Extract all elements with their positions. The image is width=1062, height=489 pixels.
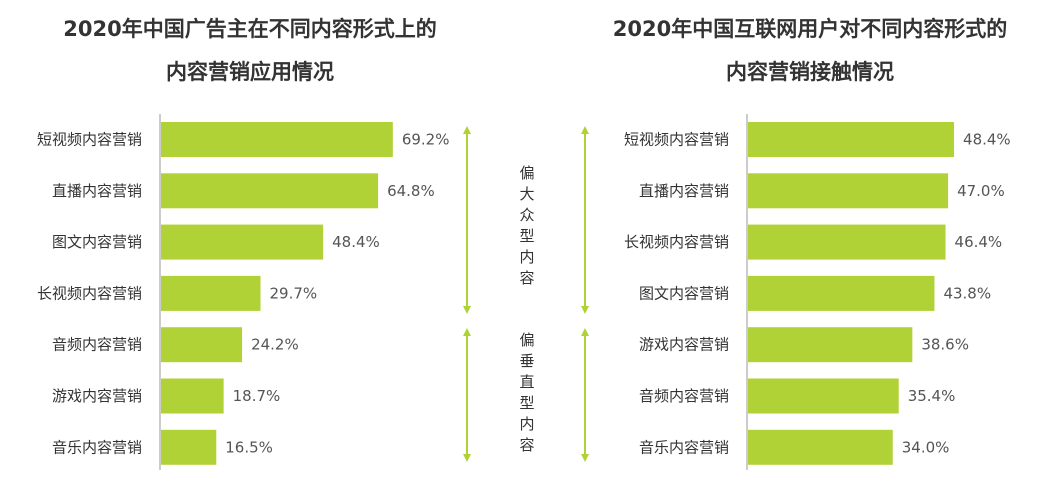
right-bar: [748, 224, 946, 260]
right-category-label: 游戏内容营销: [639, 336, 729, 354]
left-bar: [161, 122, 393, 157]
left-bar: [161, 429, 217, 465]
right-value-label: 46.4%: [955, 233, 1003, 251]
left-category-label: 音乐内容营销: [52, 438, 142, 456]
left-bar: [161, 275, 261, 311]
right-value-label: 35.4%: [908, 387, 956, 405]
right-title-line-1: 2020年中国互联网用户对不同内容形式的: [612, 17, 1008, 41]
left-bar: [161, 173, 379, 209]
left-value-label: 48.4%: [332, 233, 380, 251]
left-title-line-1: 2020年中国广告主在不同内容形式上的: [63, 17, 437, 41]
right-value-label: 34.0%: [902, 438, 950, 456]
left-category-label: 直播内容营销: [52, 182, 142, 200]
left-value-label: 69.2%: [402, 131, 450, 149]
left-value-label: 29.7%: [269, 284, 317, 302]
left-bar: [161, 327, 243, 363]
right-bar: [748, 378, 899, 414]
svg-text:偏大众型内容: 偏大众型内容: [519, 164, 534, 287]
right-bar: [748, 429, 893, 465]
right-chart-title: 2020年中国互联网用户对不同内容形式的 内容营销接触情况: [560, 8, 1060, 94]
left-bar-chart: 短视频内容营销 69.2% 直播内容营销 64.8% 图文内容营销 48.4% 长视频内容营…: [37, 114, 449, 470]
right-bar: [748, 122, 955, 157]
right-title-line-2: 内容营销接触情况: [726, 60, 894, 84]
left-bar: [161, 224, 324, 260]
left-category-label: 短视频内容营销: [37, 131, 142, 149]
left-title-line-2: 内容营销应用情况: [166, 60, 334, 84]
group-label-mass: 偏大众型内容: [519, 164, 534, 287]
right-category-label: 长视频内容营销: [624, 233, 729, 251]
left-value-label: 16.5%: [225, 438, 273, 456]
left-value-label: 24.2%: [251, 336, 299, 354]
right-bar: [748, 173, 949, 209]
right-value-label: 48.4%: [963, 131, 1011, 149]
left-category-label: 图文内容营销: [52, 233, 142, 251]
svg-text:偏垂直型内容: 偏垂直型内容: [519, 331, 534, 454]
left-category-label: 音频内容营销: [52, 336, 142, 354]
left-value-label: 64.8%: [387, 182, 435, 200]
left-bar: [161, 378, 224, 414]
right-category-label: 图文内容营销: [639, 284, 729, 302]
group-label-vertical: 偏垂直型内容: [519, 331, 534, 454]
right-value-label: 47.0%: [957, 182, 1005, 200]
right-category-label: 音乐内容营销: [639, 438, 729, 456]
right-bar: [748, 327, 913, 363]
right-bar: [748, 275, 935, 311]
right-value-label: 38.6%: [921, 336, 969, 354]
left-category-label: 长视频内容营销: [37, 284, 142, 302]
left-chart-title: 2020年中国广告主在不同内容形式上的 内容营销应用情况: [0, 8, 500, 94]
left-category-label: 游戏内容营销: [52, 387, 142, 405]
right-bar-chart: 短视频内容营销 48.4% 直播内容营销 47.0% 长视频内容营销 46.4% 图文内容营…: [624, 114, 1011, 470]
left-value-label: 18.7%: [233, 387, 281, 405]
right-value-label: 43.8%: [943, 284, 991, 302]
right-category-label: 直播内容营销: [639, 182, 729, 200]
right-category-label: 音频内容营销: [639, 387, 729, 405]
right-category-label: 短视频内容营销: [624, 131, 729, 149]
